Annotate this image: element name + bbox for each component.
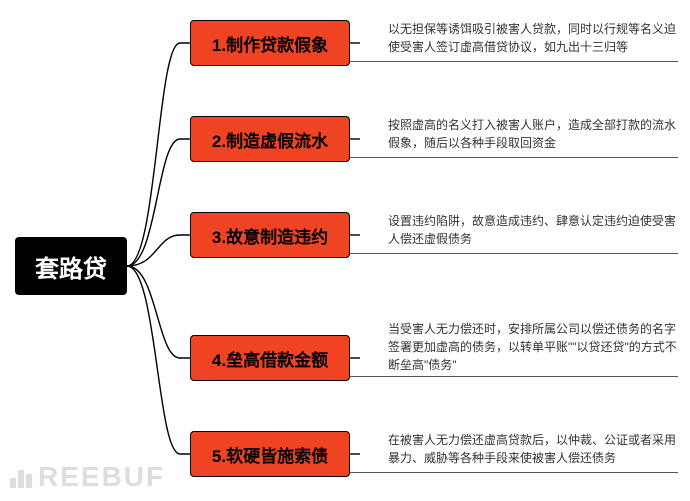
desc-underline [350,253,678,254]
desc-underline [350,61,678,62]
child-node-1: 1.制作贷款假象 [190,20,350,66]
watermark-logo-bars [10,470,34,488]
child-label: 1.制作贷款假象 [212,31,328,56]
child-node-5: 5.软硬皆施索债 [190,431,350,477]
root-label: 套路贷 [35,249,107,284]
watermark-text: REEBUF [38,461,165,492]
child-desc-1: 以无担保等诱饵吸引被害人贷款，同时以行规等名义迫使受害人签订虚高借贷协议，如九出… [388,20,678,56]
child-node-2: 2.制造虚假流水 [190,116,350,162]
child-node-3: 3.故意制造违约 [190,212,350,258]
desc-underline [350,472,678,473]
child-label: 4.垒高借款金额 [212,346,328,371]
child-desc-3: 设置违约陷阱，故意造成违约、肆意认定违约迫使受害人偿还虚假债务 [388,212,678,248]
child-desc-2: 按照虚高的名义打入被害人账户，造成全部打款的流水假象，随后以各种手段取回资金 [388,116,678,152]
child-label: 2.制造虚假流水 [212,127,328,152]
root-node: 套路贷 [15,237,127,295]
child-node-4: 4.垒高借款金额 [190,335,350,381]
child-desc-5: 在被害人无力偿还虚高贷款后，以仲裁、公证或者采用暴力、威胁等各种手段来使被害人偿… [388,431,678,467]
child-label: 3.故意制造违约 [212,223,328,248]
child-desc-4: 当受害人无力偿还时，安排所属公司以偿还债务的名字签署更加虚高的债务，以转单平账"… [388,320,678,374]
watermark: REEBUF [10,461,165,493]
desc-underline [350,376,678,377]
desc-underline [350,157,678,158]
child-label: 5.软硬皆施索债 [212,442,328,467]
